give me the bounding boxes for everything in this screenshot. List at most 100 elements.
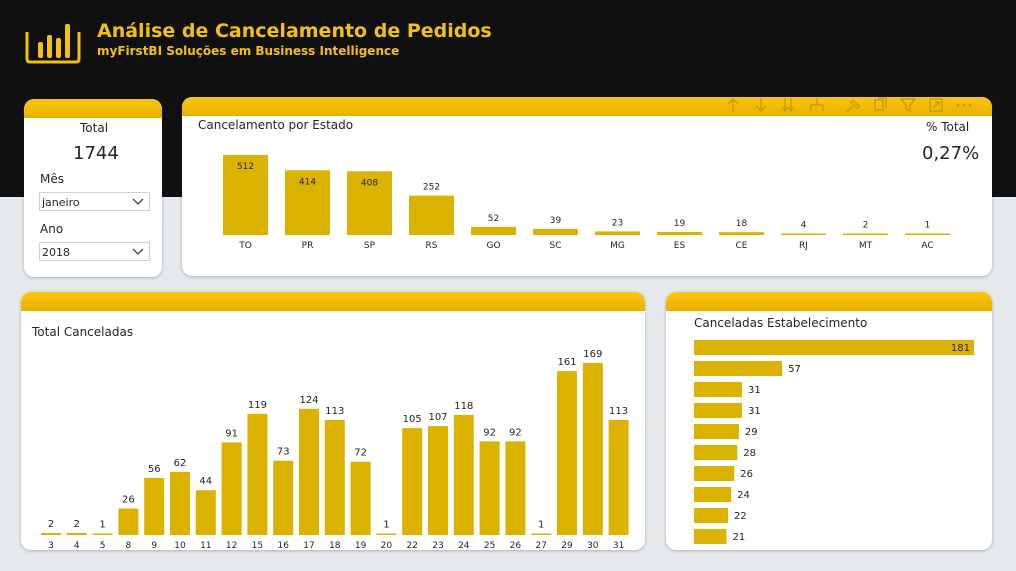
data-label: 107 <box>428 412 447 423</box>
data-label: 113 <box>325 406 344 417</box>
bar <box>92 533 113 535</box>
bar <box>170 471 190 535</box>
data-label: 2 <box>48 519 54 530</box>
bar <box>223 155 268 235</box>
data-label: 1 <box>925 221 931 231</box>
filter-icon[interactable] <box>899 98 917 113</box>
bar <box>694 487 732 502</box>
x-tick-label: 18 <box>329 541 341 550</box>
chevron-down-icon <box>132 198 144 205</box>
x-tick-label: 17 <box>303 541 314 550</box>
more-options-icon[interactable] <box>956 103 972 107</box>
focus-mode-icon[interactable] <box>929 98 943 112</box>
bar <box>221 442 242 535</box>
bar <box>273 460 294 535</box>
bar <box>905 233 950 235</box>
data-label: 105 <box>403 414 422 425</box>
copy-icon[interactable] <box>874 97 887 111</box>
year-dropdown[interactable]: 2018 <box>39 242 150 261</box>
estado-chart-card: Cancelamento por Estado % Total 0,27% 51… <box>182 97 992 276</box>
estabelecimento-chart-card: Canceladas Estabelecimento 181 57 31 31 29 28… <box>666 292 992 550</box>
bar <box>247 413 268 535</box>
bar <box>453 414 474 535</box>
data-label: 91 <box>225 428 238 439</box>
bar <box>694 529 727 544</box>
chevron-down-icon <box>132 248 144 255</box>
bar <box>694 382 742 397</box>
bar <box>781 233 826 235</box>
arrow-up-icon[interactable] <box>727 98 739 112</box>
data-label: 2 <box>863 221 869 231</box>
bar <box>66 532 87 535</box>
data-label: 124 <box>299 395 318 406</box>
total-filter-card: Total 1744 Mês janeiro Ano 2018 <box>24 99 162 277</box>
card-header-bar <box>666 292 992 311</box>
data-label: 169 <box>583 349 602 360</box>
x-tick-label: 30 <box>587 541 599 550</box>
x-tick-label: GO <box>486 241 500 251</box>
x-tick-label: 8 <box>126 541 132 550</box>
bar-chart-logo-icon <box>25 24 81 64</box>
year-selected-value: 2018 <box>42 246 70 259</box>
x-tick-label: 31 <box>613 541 624 550</box>
x-tick-label: 23 <box>432 541 443 550</box>
x-tick-label: RJ <box>799 241 808 251</box>
bar <box>557 371 577 535</box>
bar <box>657 232 702 235</box>
data-label: 39 <box>550 216 562 226</box>
x-tick-label: RS <box>426 241 438 251</box>
data-label: 2 <box>74 519 80 530</box>
estado-bar-chart: 512 TO 414 PR 408 SP 252 RS 52 GO 39 SC 23 MG 19 ES 18 CE… <box>223 155 950 251</box>
pct-total-label: % Total <box>926 120 970 134</box>
x-tick-label: 15 <box>252 541 263 550</box>
month-dropdown[interactable]: janeiro <box>39 192 150 211</box>
bar <box>582 363 603 535</box>
expand-hierarchy-icon[interactable] <box>810 98 824 111</box>
bar <box>350 461 371 535</box>
data-label: 19 <box>674 219 686 229</box>
double-arrow-down-icon[interactable] <box>781 98 795 113</box>
bar <box>694 340 974 355</box>
x-tick-label: 5 <box>100 541 106 550</box>
x-tick-label: 25 <box>484 541 495 550</box>
data-label: 28 <box>743 448 756 459</box>
x-tick-label: SC <box>550 241 562 251</box>
bar <box>471 226 516 235</box>
bar <box>608 419 629 535</box>
data-label: 57 <box>788 364 801 375</box>
estado-chart-title: Cancelamento por Estado <box>198 118 354 132</box>
data-label: 252 <box>423 183 440 193</box>
bar <box>694 508 729 523</box>
x-tick-label: 24 <box>458 541 470 550</box>
data-label: 181 <box>951 343 970 354</box>
total-label: Total <box>80 121 109 135</box>
data-label: 408 <box>361 178 378 188</box>
bar <box>505 441 526 535</box>
bar <box>144 478 165 535</box>
data-label: 18 <box>736 219 748 229</box>
data-label: 73 <box>277 447 290 458</box>
data-label: 119 <box>248 400 267 411</box>
data-label: 44 <box>199 476 212 487</box>
bar <box>694 445 738 460</box>
x-tick-label: 10 <box>174 541 186 550</box>
arrow-down-icon[interactable] <box>755 98 767 112</box>
x-tick-label: 27 <box>535 541 546 550</box>
pin-icon[interactable] <box>846 98 861 113</box>
x-tick-label: 20 <box>381 541 393 550</box>
total-value: 1744 <box>73 143 119 164</box>
x-tick-label: 3 <box>48 541 54 550</box>
bar <box>285 170 330 235</box>
bar <box>694 361 783 376</box>
x-tick-label: TO <box>238 241 252 251</box>
canceladas-chart-title: Total Canceladas <box>32 325 134 339</box>
bar <box>694 424 739 439</box>
card-header-bar <box>24 99 162 118</box>
data-label: 62 <box>174 458 187 469</box>
bar <box>402 428 423 535</box>
x-tick-label: 4 <box>74 541 80 550</box>
year-filter-label: Ano <box>40 222 64 236</box>
x-tick-label: AC <box>921 241 933 251</box>
data-label: 92 <box>509 427 522 438</box>
estabelecimento-bar-chart: 181 57 31 31 29 28 26 24 22 21 <box>694 340 974 544</box>
